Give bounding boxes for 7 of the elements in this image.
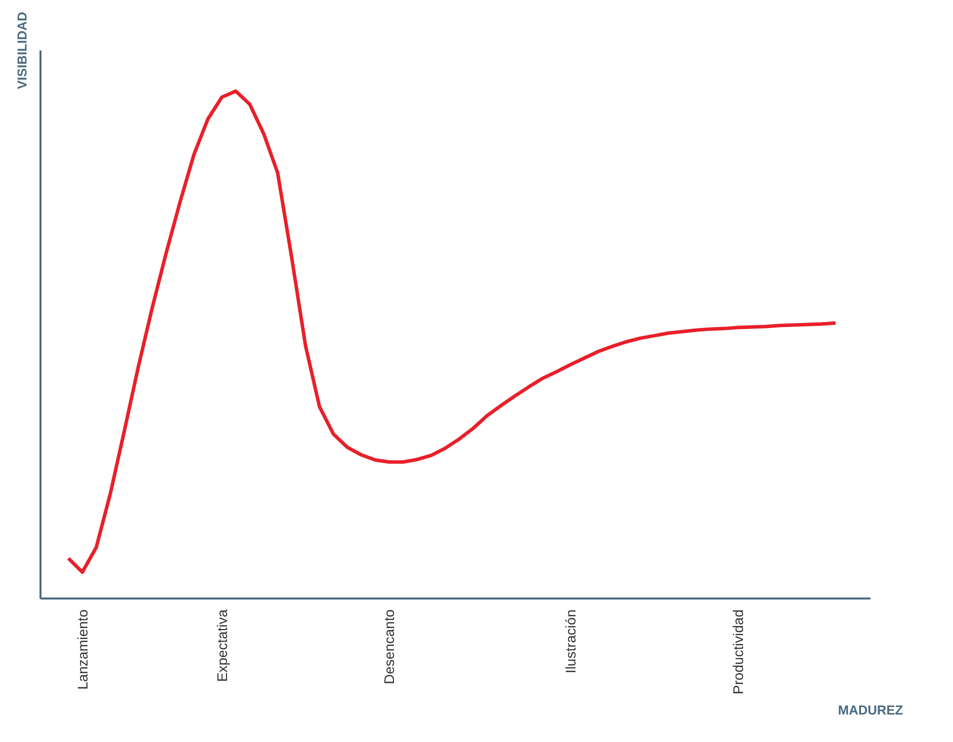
x-tick-label: Productividad — [730, 610, 746, 694]
x-tick-label: Ilustración — [562, 609, 579, 674]
x-tick-label: Lanzamiento — [74, 609, 90, 690]
x-tick-label: Expectativa — [214, 609, 230, 682]
y-axis-title: VISIBILIDAD — [14, 12, 30, 90]
x-tick-label: Desencanto — [381, 609, 398, 684]
x-axis-title: MADUREZ — [838, 702, 904, 718]
